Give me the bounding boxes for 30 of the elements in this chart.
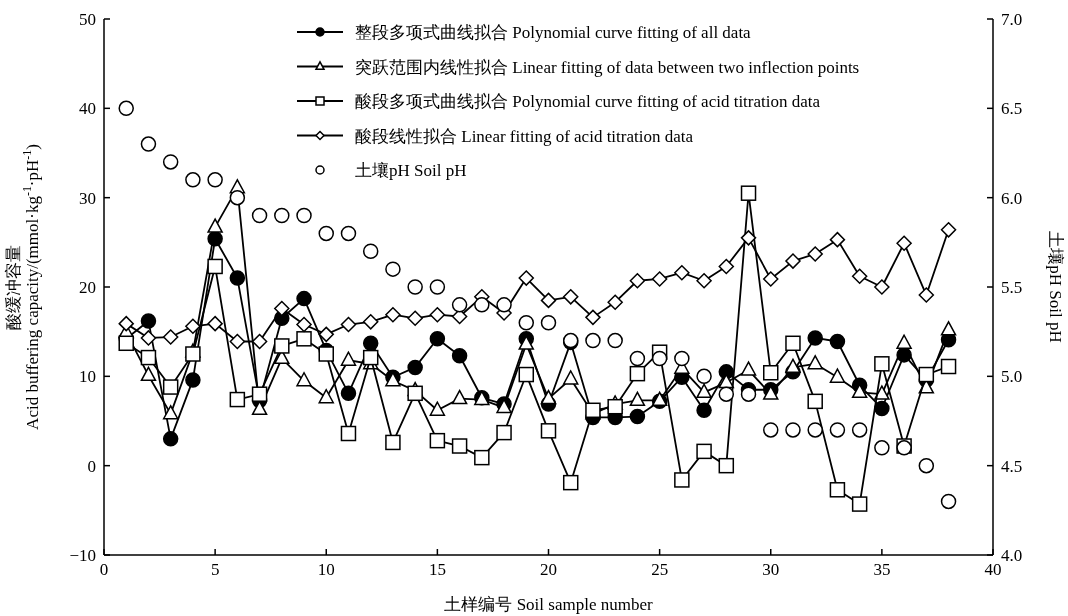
y-tick-label: 0 — [87, 456, 96, 476]
y-tick-label: −10 — [69, 546, 96, 565]
x-axis-title: 土样编号 Soil sample number — [444, 595, 653, 614]
legend-label: 酸段多项式曲线拟合 Polynomial curve fitting of acid titration data — [355, 92, 821, 111]
y2-tick-label: 6.5 — [1001, 99, 1023, 119]
x-tick-label: 10 — [317, 560, 335, 579]
x-tick-label: 40 — [984, 560, 1002, 579]
y2-tick-label: 5.5 — [1001, 278, 1023, 297]
y-tick-label: 20 — [79, 278, 96, 297]
x-tick-label: 25 — [651, 560, 669, 579]
x-tick-label: 0 — [99, 560, 109, 579]
y-tick-label: 30 — [79, 188, 96, 208]
y-tick-label: 50 — [79, 10, 96, 29]
y2-tick-label: 6.0 — [1001, 188, 1023, 208]
y-tick-label: 40 — [79, 99, 96, 119]
x-tick-label: 20 — [540, 560, 557, 579]
x-tick-label: 5 — [210, 560, 220, 579]
x-tick-label: 15 — [428, 560, 446, 579]
x-tick-label: 30 — [762, 560, 780, 579]
y-tick-label: 10 — [79, 367, 96, 387]
legend-label: 突跃范围内线性拟合 Linear fitting of data between two inflection points — [355, 57, 860, 77]
y2-tick-label: 7.0 — [1001, 10, 1023, 29]
legend-label: 酸段线性拟合 Linear fitting of acid titration data — [355, 126, 694, 146]
y2-axis-title: 土壤pH Soil pH — [1046, 231, 1065, 343]
y2-tick-label: 5.0 — [1001, 367, 1023, 387]
legend-label: 整段多项式曲线拟合 Polynomial curve fitting of all data — [355, 23, 752, 42]
y2-tick-label: 4.5 — [1001, 456, 1023, 476]
y2-tick-label: 4.0 — [1001, 546, 1023, 565]
legend-label: 土壤pH Soil pH — [355, 161, 467, 180]
x-tick-label: 35 — [873, 560, 891, 579]
